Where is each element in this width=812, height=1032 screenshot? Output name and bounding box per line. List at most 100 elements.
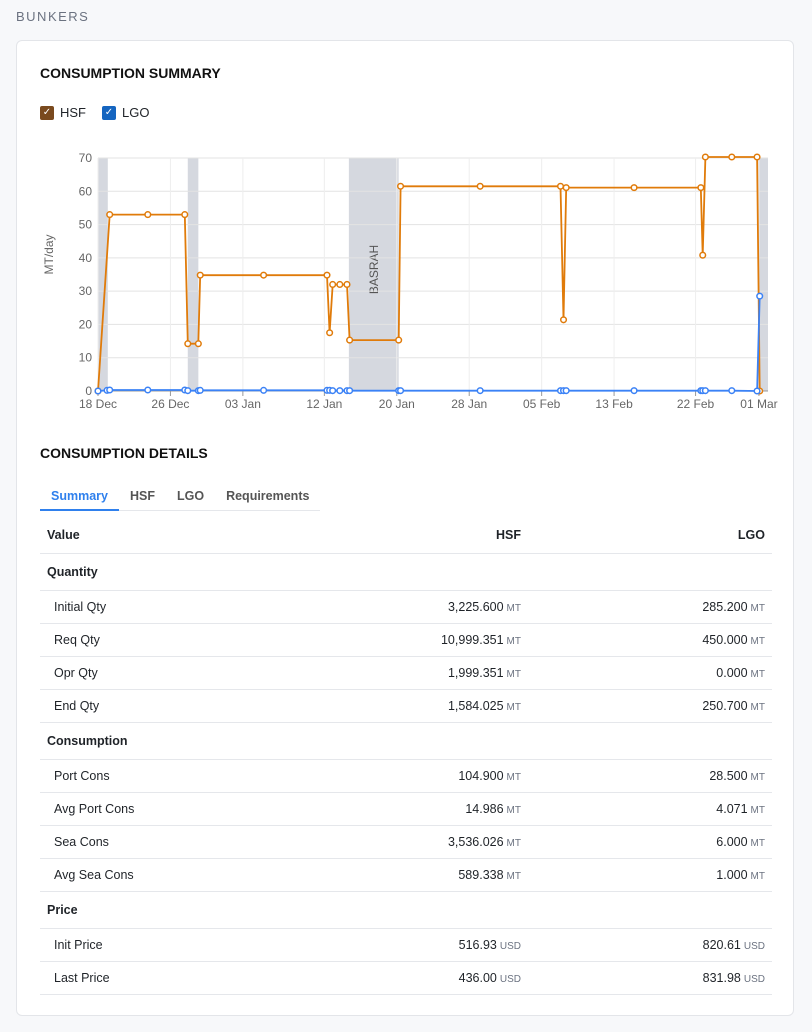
hsf-value: 3,536.026 MT (284, 835, 528, 849)
hsf-point (753, 153, 761, 161)
hsf-point (476, 182, 484, 190)
hsf-point (699, 251, 707, 259)
table-row: End Qty 1,584.025 MT 250.700 MT (40, 690, 772, 723)
lgo-value: 250.700 MT (528, 699, 772, 713)
unit: MT (750, 702, 765, 713)
hsf-point (144, 211, 152, 219)
lgo-number: 820.61 (702, 938, 741, 952)
unit: MT (750, 805, 765, 816)
lgo-number: 4.071 (716, 802, 748, 816)
chart-legend: ✓ HSF ✓ LGO (40, 105, 159, 120)
section-title: Consumption (47, 734, 128, 748)
lgo-point (260, 386, 268, 394)
details-tabs: Summary HSF LGO Requirements (40, 485, 320, 511)
consumption-chart: BASRAH 0 10 20 30 40 50 60 70 18 Dec 26 Dec 03 Jan 1… (42, 151, 778, 411)
x-tick-label: 28 Jan (451, 397, 487, 411)
hsf-point (397, 182, 405, 190)
bunkers-card: CONSUMPTION SUMMARY ✓ HSF ✓ LGO BASRAH 0 1… (16, 40, 794, 1016)
lgo-point (728, 387, 736, 395)
row-label: Sea Cons (54, 835, 109, 849)
table-row: Opr Qty 1,999.351 MT 0.000 MT (40, 657, 772, 690)
tab-lgo[interactable]: LGO (176, 489, 205, 503)
lgo-number: 250.700 (702, 699, 748, 713)
hsf-checkbox[interactable]: ✓ (40, 105, 54, 120)
hsf-point (701, 153, 709, 161)
unit: MT (750, 838, 765, 849)
lgo-point (94, 387, 102, 395)
tab-summary[interactable]: Summary (40, 485, 119, 511)
x-tick-label: 12 Jan (306, 397, 342, 411)
unit: MT (750, 871, 765, 882)
hsf-number: 3,225.600 (447, 600, 504, 614)
x-tick-label: 22 Feb (677, 397, 715, 411)
unit: MT (506, 603, 521, 614)
unit: MT (506, 772, 521, 783)
hsf-point (395, 336, 403, 344)
tab-hsf[interactable]: HSF (129, 489, 155, 503)
tab-requirements[interactable]: Requirements (226, 489, 310, 503)
hsf-number: 104.900 (458, 769, 504, 783)
lgo-point (196, 386, 204, 394)
y-axis-label: MT/day (42, 234, 56, 274)
row-label: Port Cons (54, 769, 110, 783)
hsf-number: 10,999.351 (440, 633, 504, 647)
hsf-number: 516.93 (458, 938, 497, 952)
lgo-number: 450.000 (702, 633, 748, 647)
table-row: Avg Sea Cons 589.338 MT 1.000 MT (40, 859, 772, 892)
row-label: Last Price (54, 971, 110, 985)
port-band (98, 158, 108, 391)
hsf-point (326, 329, 334, 337)
unit: MT (506, 805, 521, 816)
hsf-legend-label[interactable]: HSF (60, 105, 86, 120)
unit: MT (506, 871, 521, 882)
lgo-point (144, 386, 152, 394)
x-tick-label: 03 Jan (225, 397, 261, 411)
unit: MT (750, 603, 765, 614)
hsf-value: 1,584.025 MT (284, 699, 528, 713)
hsf-point (728, 153, 736, 161)
hsf-value: 3,225.600 MT (284, 600, 528, 614)
port-band (758, 158, 768, 391)
section-title: Price (47, 903, 78, 917)
lgo-point (476, 387, 484, 395)
lgo-value: 1.000 MT (528, 868, 772, 882)
hsf-point (329, 280, 337, 289)
table-row: Last Price 436.00 USD 831.98 USD (40, 962, 772, 995)
row-label: Initial Qty (54, 600, 107, 614)
consumption-summary-title: CONSUMPTION SUMMARY (40, 65, 221, 81)
hsf-point (556, 182, 565, 190)
hsf-point (181, 211, 189, 219)
section-row: Consumption (40, 723, 772, 760)
hsf-value: 1,999.351 MT (284, 666, 528, 680)
lgo-point (701, 387, 709, 395)
hsf-point (559, 316, 568, 324)
port-band (348, 158, 399, 391)
hsf-point (343, 280, 351, 289)
x-tick-label: 01 Mar (740, 397, 777, 411)
section-row: Quantity (40, 554, 772, 591)
lgo-value: 28.500 MT (528, 769, 772, 783)
unit: USD (499, 941, 521, 952)
col-value: Value (47, 527, 80, 542)
hsf-point (184, 340, 192, 348)
lgo-legend-label[interactable]: LGO (122, 105, 150, 120)
lgo-number: 831.98 (702, 971, 741, 985)
col-lgo: LGO (737, 527, 765, 542)
hsf-value: 589.338 MT (284, 868, 528, 882)
table-row: Req Qty 10,999.351 MT 450.000 MT (40, 624, 772, 657)
y-tick-label: 30 (79, 284, 93, 298)
lgo-checkbox[interactable]: ✓ (102, 105, 116, 120)
y-tick-label: 60 (79, 184, 93, 198)
unit: MT (506, 636, 521, 647)
unit: USD (499, 974, 521, 985)
lgo-number: 285.200 (702, 600, 748, 614)
hsf-value: 14.986 MT (284, 802, 528, 816)
hsf-number: 589.338 (458, 868, 504, 882)
hsf-value: 10,999.351 MT (284, 633, 528, 647)
lgo-value: 4.071 MT (528, 802, 772, 816)
hsf-point (196, 271, 204, 279)
lgo-number: 28.500 (709, 769, 748, 783)
table-row: Init Price 516.93 USD 820.61 USD (40, 929, 772, 962)
section-title: Quantity (47, 565, 98, 579)
lgo-point (106, 386, 114, 394)
